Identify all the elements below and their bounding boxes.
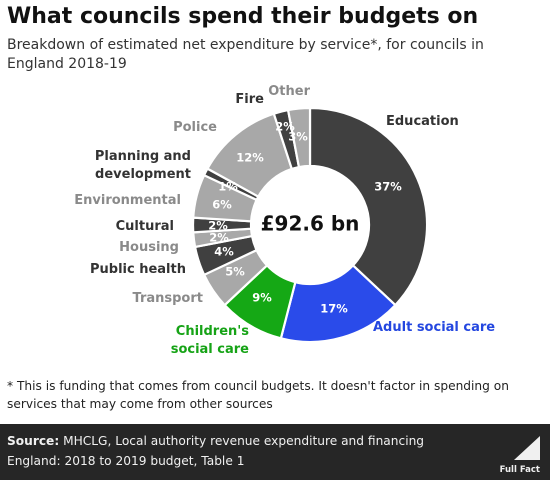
- source-text: Source: MHCLG, Local authority revenue e…: [7, 431, 477, 471]
- pct-label-public-health: 4%: [214, 245, 234, 259]
- chart-title: What councils spend their budgets on: [7, 4, 479, 29]
- category-label-fire: Fire: [235, 92, 264, 107]
- source-citation: MHCLG, Local authority revenue expenditu…: [7, 434, 425, 468]
- pct-label-children-s-social-care: 9%: [252, 291, 272, 305]
- pct-label-fire: 2%: [275, 120, 295, 134]
- pct-label-other: 3%: [288, 130, 308, 144]
- brand-text: Full Fact: [500, 465, 540, 474]
- category-label-other: Other: [268, 84, 310, 99]
- center-total-label: £92.6 bn: [261, 212, 360, 236]
- pct-label-housing: 2%: [209, 231, 229, 245]
- category-label-adult-social-care: Adult social care: [373, 320, 495, 335]
- source-label: Source:: [7, 434, 60, 448]
- footnote: * This is funding that comes from counci…: [7, 379, 509, 411]
- slice-other: [286, 106, 312, 169]
- donut-chart: 37%17%9%5%4%2%2%6%1%12%2%3%EducationAdul…: [74, 84, 495, 357]
- category-label-children-s-social-care: Children's social care: [171, 324, 250, 357]
- category-label-planning-and-development: Planning and development: [95, 149, 191, 182]
- pct-label-education: 37%: [374, 180, 402, 194]
- source-footer: Source: MHCLG, Local authority revenue e…: [0, 424, 550, 480]
- pct-label-police: 12%: [236, 151, 264, 165]
- category-label-education: Education: [386, 114, 459, 129]
- pct-label-environmental: 6%: [212, 198, 232, 212]
- full-fact-logo: Full Fact: [500, 436, 540, 474]
- category-label-police: Police: [173, 120, 217, 135]
- category-label-cultural: Cultural: [116, 219, 174, 234]
- pct-label-cultural: 2%: [208, 219, 228, 233]
- pct-label-planning-and-development: 1%: [218, 180, 238, 194]
- chart-subtitle: Breakdown of estimated net expenditure b…: [7, 37, 484, 72]
- pct-label-adult-social-care: 17%: [320, 302, 348, 316]
- category-label-environmental: Environmental: [74, 193, 181, 208]
- category-label-public-health: Public health: [90, 262, 186, 277]
- pct-label-transport: 5%: [225, 265, 245, 279]
- category-label-housing: Housing: [119, 240, 179, 255]
- slice-education: [308, 106, 429, 307]
- category-label-transport: Transport: [133, 291, 203, 306]
